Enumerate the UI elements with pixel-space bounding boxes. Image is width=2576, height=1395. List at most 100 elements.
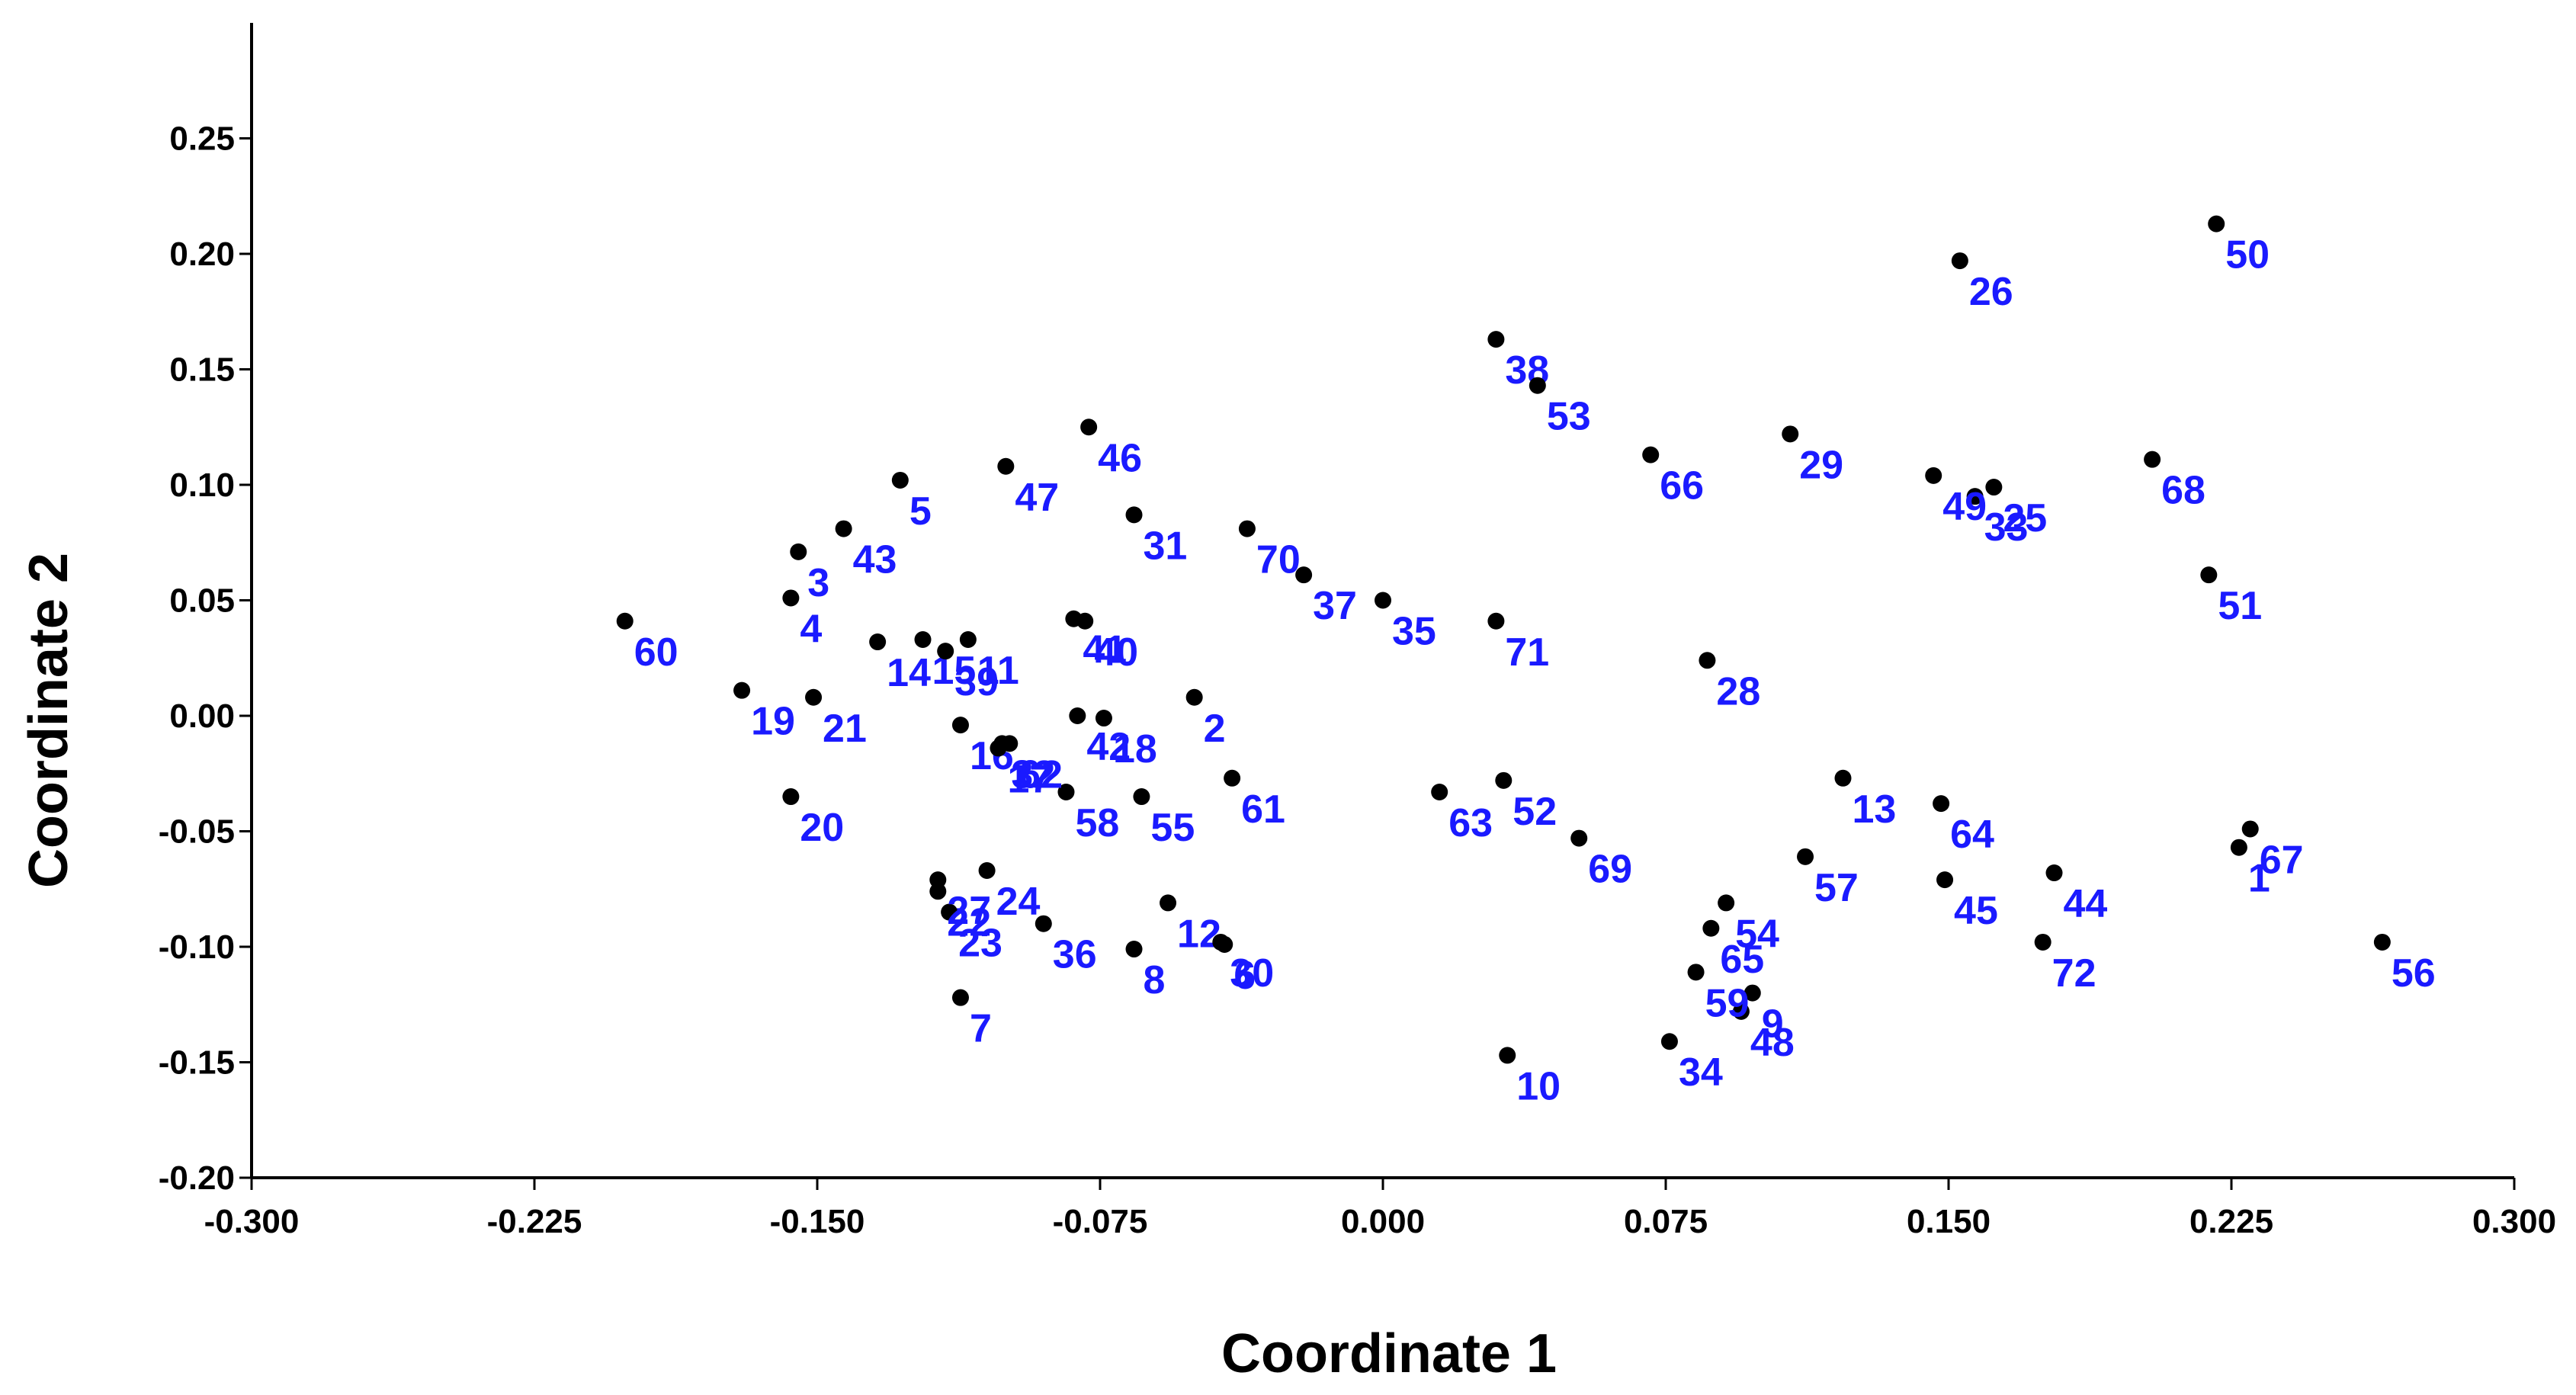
data-point bbox=[1966, 488, 1984, 505]
data-point-label: 32 bbox=[1011, 752, 1055, 797]
data-point-label: 26 bbox=[1969, 270, 2013, 314]
data-point-label: 31 bbox=[1144, 524, 1188, 568]
data-point-label: 64 bbox=[1950, 813, 1994, 857]
data-point bbox=[1035, 915, 1052, 932]
data-point-label: 35 bbox=[1392, 610, 1436, 654]
data-point-label: 27 bbox=[947, 889, 991, 933]
data-point-label: 60 bbox=[634, 630, 678, 675]
y-tick-label: 0.20 bbox=[169, 236, 235, 273]
data-point bbox=[951, 717, 969, 734]
data-point bbox=[869, 633, 887, 651]
data-point-label: 5 bbox=[909, 489, 932, 534]
data-point bbox=[2230, 839, 2247, 856]
y-tick-label: 0.15 bbox=[169, 351, 235, 389]
data-point bbox=[1570, 829, 1588, 847]
data-point bbox=[997, 457, 1015, 475]
data-point bbox=[929, 871, 947, 889]
data-point-label: 34 bbox=[1679, 1050, 1723, 1095]
data-point-label: 24 bbox=[996, 880, 1041, 924]
x-tick-label: 0.225 bbox=[2189, 1203, 2273, 1240]
data-point bbox=[937, 643, 954, 660]
data-point bbox=[1782, 425, 1799, 443]
data-point bbox=[1834, 769, 1852, 787]
data-point-label: 39 bbox=[954, 660, 999, 704]
y-tick-label: -0.15 bbox=[159, 1044, 235, 1082]
data-point bbox=[1160, 894, 1177, 912]
data-point bbox=[891, 471, 909, 489]
data-point bbox=[1069, 707, 1086, 724]
data-point-label: 3 bbox=[807, 561, 829, 605]
data-point-label: 8 bbox=[1144, 958, 1166, 1002]
data-point bbox=[1001, 735, 1019, 752]
data-point bbox=[1080, 418, 1098, 436]
data-point bbox=[951, 989, 969, 1006]
data-point-label: 54 bbox=[1735, 912, 1779, 956]
data-point-label: 25 bbox=[2003, 496, 2047, 540]
data-point bbox=[1295, 566, 1313, 584]
data-point-label: 4 bbox=[800, 607, 822, 651]
data-point-label: 50 bbox=[2225, 233, 2270, 277]
data-point-label: 6 bbox=[1233, 954, 1256, 998]
data-point bbox=[1699, 652, 1716, 669]
data-point bbox=[1125, 506, 1143, 524]
data-point bbox=[1487, 331, 1505, 348]
data-point bbox=[929, 883, 947, 900]
y-tick-label: 0.05 bbox=[169, 582, 235, 620]
data-point bbox=[2208, 215, 2225, 232]
data-point bbox=[1133, 788, 1150, 806]
data-point bbox=[1933, 795, 1950, 813]
data-point-label: 43 bbox=[853, 538, 897, 582]
y-tick-label: 0.25 bbox=[169, 120, 235, 158]
data-point bbox=[2241, 820, 2259, 838]
data-point-label: 48 bbox=[1750, 1021, 1795, 1065]
data-point-label: 59 bbox=[1705, 981, 1750, 1025]
data-point-label: 63 bbox=[1448, 801, 1493, 845]
y-tick-label: -0.10 bbox=[159, 928, 235, 966]
data-point-label: 71 bbox=[1505, 630, 1549, 675]
data-point bbox=[1702, 919, 1720, 937]
data-point-label: 14 bbox=[887, 651, 931, 695]
data-point bbox=[1057, 783, 1075, 800]
data-point bbox=[1125, 941, 1143, 958]
data-point-label: 13 bbox=[1852, 787, 1896, 832]
data-point-label: 21 bbox=[823, 707, 867, 751]
data-point-label: 20 bbox=[800, 806, 844, 850]
y-ticks: -0.20 -0.15 -0.10 -0.05 0.00 0.05 0.10 0.15 0.20… bbox=[159, 120, 252, 1197]
data-point bbox=[1936, 871, 1954, 889]
data-point bbox=[978, 862, 996, 880]
data-point-label: 49 bbox=[1942, 485, 1987, 529]
data-point-label: 41 bbox=[1083, 628, 1127, 672]
data-point bbox=[914, 631, 932, 649]
data-point bbox=[782, 788, 800, 806]
data-point bbox=[2373, 933, 2391, 951]
data-point-label: 53 bbox=[1547, 395, 1591, 439]
data-point bbox=[1495, 771, 1513, 789]
data-point-label: 65 bbox=[1720, 938, 1764, 982]
data-point bbox=[1238, 520, 1256, 537]
data-point bbox=[1732, 1002, 1750, 1020]
data-point bbox=[1499, 1047, 1516, 1064]
data-point-label: 70 bbox=[1256, 538, 1301, 582]
data-point-label: 51 bbox=[2218, 584, 2262, 628]
data-point bbox=[2200, 566, 2218, 584]
x-tick-label: 0.075 bbox=[1624, 1203, 1708, 1240]
data-point-label: 30 bbox=[1230, 951, 1274, 996]
y-axis-title: Coordinate 2 bbox=[18, 553, 79, 888]
data-point bbox=[1925, 467, 1942, 484]
data-point-label: 58 bbox=[1075, 801, 1119, 845]
data-point bbox=[1642, 446, 1660, 463]
data-point-label: 12 bbox=[1177, 912, 1221, 956]
data-point bbox=[1660, 1033, 1678, 1050]
data-point bbox=[790, 543, 807, 560]
data-point bbox=[1095, 710, 1112, 727]
x-ticks: -0.300 -0.225 -0.150 -0.075 0.000 0.075 0.150 0… bbox=[204, 1178, 2556, 1240]
data-point bbox=[1375, 592, 1391, 609]
data-point-label: 44 bbox=[2064, 882, 2108, 926]
data-point-label: 72 bbox=[2052, 951, 2096, 996]
data-point-label: 33 bbox=[1984, 505, 2029, 550]
data-point-label: 55 bbox=[1150, 806, 1195, 850]
x-tick-label: 0.300 bbox=[2472, 1203, 2556, 1240]
data-point bbox=[941, 903, 958, 921]
data-point bbox=[733, 681, 751, 699]
